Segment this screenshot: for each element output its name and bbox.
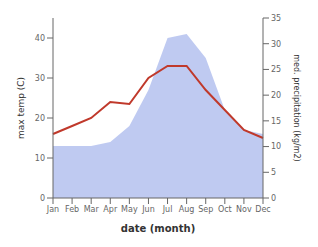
svg-text:max temp (C): max temp (C) bbox=[16, 77, 26, 139]
svg-text:25: 25 bbox=[271, 65, 281, 74]
svg-text:20: 20 bbox=[271, 91, 281, 100]
svg-text:Mar: Mar bbox=[84, 205, 100, 214]
svg-text:20: 20 bbox=[35, 114, 45, 123]
svg-text:med. precipitation (kg/m2): med. precipitation (kg/m2) bbox=[292, 54, 301, 161]
svg-text:10: 10 bbox=[35, 154, 45, 163]
svg-text:May: May bbox=[121, 205, 138, 214]
svg-text:5: 5 bbox=[271, 168, 276, 177]
svg-text:Feb: Feb bbox=[65, 205, 79, 214]
svg-text:40: 40 bbox=[35, 34, 45, 43]
svg-text:30: 30 bbox=[35, 74, 45, 83]
svg-text:Jun: Jun bbox=[141, 205, 155, 214]
svg-text:Apr: Apr bbox=[103, 205, 118, 214]
svg-text:30: 30 bbox=[271, 40, 281, 49]
svg-text:Dec: Dec bbox=[255, 205, 270, 214]
svg-text:35: 35 bbox=[271, 14, 281, 23]
svg-text:10: 10 bbox=[271, 142, 281, 151]
svg-text:Sep: Sep bbox=[198, 205, 213, 214]
svg-text:0: 0 bbox=[40, 194, 45, 203]
svg-text:Oct: Oct bbox=[218, 205, 232, 214]
svg-text:Jan: Jan bbox=[46, 205, 59, 214]
svg-text:Nov: Nov bbox=[236, 205, 252, 214]
svg-text:0: 0 bbox=[271, 194, 276, 203]
svg-text:date (month): date (month) bbox=[121, 223, 195, 234]
svg-text:Aug: Aug bbox=[179, 205, 195, 214]
svg-text:15: 15 bbox=[271, 117, 281, 126]
svg-text:Jul: Jul bbox=[162, 205, 173, 214]
